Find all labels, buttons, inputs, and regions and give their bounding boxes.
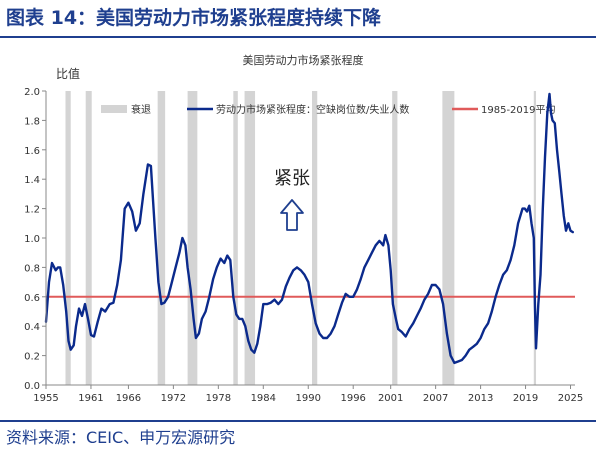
legend-label-series: 劳动力市场紧张程度：空缺岗位数/失业人数 <box>216 103 409 116</box>
x-tick-label: 1961 <box>78 393 103 404</box>
x-tick-label: 2007 <box>423 393 448 404</box>
recession-band <box>442 91 455 385</box>
recession-band <box>157 91 166 385</box>
y-tick-label: 1.2 <box>24 205 40 216</box>
figure-title: 图表 14：美国劳动力市场紧张程度持续下降 <box>6 7 382 29</box>
x-tick-label: 1972 <box>161 393 186 404</box>
y-tick-label: 1.4 <box>24 175 40 186</box>
series-group <box>44 92 574 365</box>
recession-band <box>392 91 398 385</box>
x-tick-label: 1984 <box>251 393 276 404</box>
recession-band <box>85 91 92 385</box>
recession-band <box>311 91 318 385</box>
y-tick-label: 0.8 <box>24 263 40 274</box>
y-tick-label: 2.0 <box>24 87 40 98</box>
y-tick-label: 1.6 <box>24 146 40 157</box>
legend-label-reference: 1985-2019平均 <box>481 104 556 116</box>
x-tick-label: 2013 <box>468 393 493 404</box>
tightness-annotation: 紧张 <box>274 168 310 189</box>
recession-band <box>187 91 198 385</box>
y-tick-label: 0.4 <box>24 322 40 333</box>
recession-band <box>233 91 238 385</box>
x-tick-label: 2025 <box>558 393 583 404</box>
source-rule <box>0 420 596 422</box>
chart: 美国劳动力市场紧张程度 比值 衰退 劳动力市场紧张程度：空缺岗位数/失业人数 198… <box>24 53 583 404</box>
axes: 0.0 0.2 0.4 0.6 0.8 1.0 1.2 1.4 1.6 1.8 2.0 1955 196… <box>24 87 583 404</box>
title-rule <box>0 36 596 38</box>
recession-bands <box>65 91 537 385</box>
x-tick-label: 1996 <box>340 393 365 404</box>
x-tick-label: 2001 <box>378 393 403 404</box>
source-note: 资料来源：CEIC、申万宏源研究 <box>6 428 236 447</box>
legend-label-recession: 衰退 <box>131 103 151 116</box>
y-tick-label: 1.8 <box>24 116 40 127</box>
y-tick-label: 0.2 <box>24 352 40 363</box>
y-tick-label: 0.0 <box>24 381 40 392</box>
x-tick-label: 1990 <box>296 393 321 404</box>
chart-title: 美国劳动力市场紧张程度 <box>243 53 364 67</box>
x-tick-label: 1966 <box>116 393 141 404</box>
series-line <box>44 92 574 365</box>
x-tick-label: 2019 <box>513 393 538 404</box>
y-tick-label: 1.0 <box>24 234 40 245</box>
y-tick-label: 0.6 <box>24 293 40 304</box>
legend: 衰退 劳动力市场紧张程度：空缺岗位数/失业人数 1985-2019平均 <box>101 103 556 116</box>
legend-swatch-recession <box>101 105 127 113</box>
x-tick-label: 1955 <box>33 393 58 404</box>
y-axis-label: 比值 <box>56 66 80 81</box>
x-tick-label: 1978 <box>206 393 231 404</box>
up-arrow-icon <box>280 199 304 231</box>
recession-band <box>65 91 71 385</box>
recession-band <box>244 91 256 385</box>
